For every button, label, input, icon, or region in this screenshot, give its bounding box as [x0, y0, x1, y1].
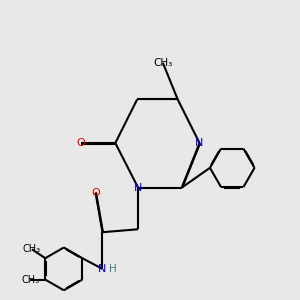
- Text: N: N: [134, 183, 142, 193]
- Text: H: H: [109, 264, 117, 274]
- Text: O: O: [76, 138, 85, 148]
- Text: O: O: [91, 188, 100, 198]
- Text: CH₃: CH₃: [21, 274, 40, 285]
- Text: CH₃: CH₃: [23, 244, 41, 254]
- Text: N: N: [195, 138, 204, 148]
- Text: CH₃: CH₃: [153, 58, 172, 68]
- Text: N: N: [98, 264, 106, 274]
